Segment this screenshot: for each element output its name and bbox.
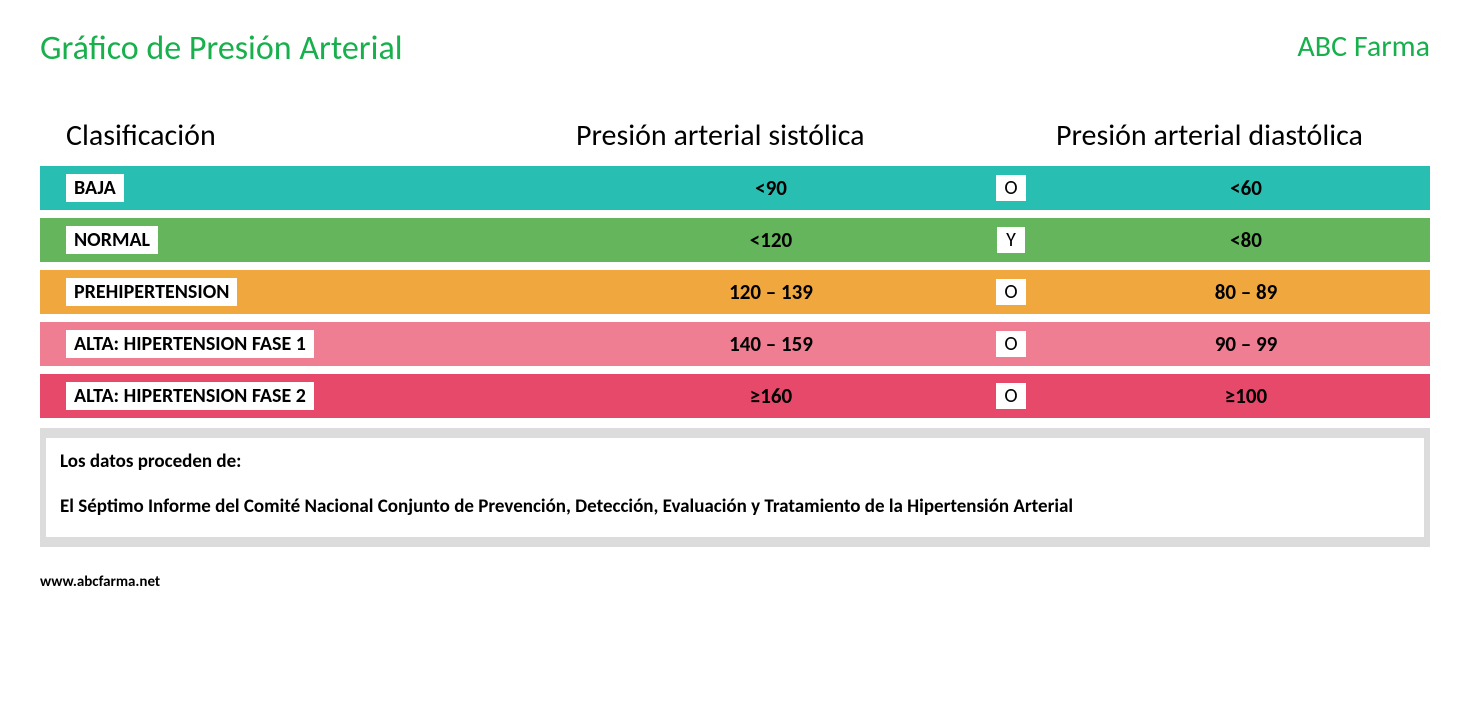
systolic-value: <90 bbox=[576, 175, 966, 201]
connector-chip: Y bbox=[997, 227, 1025, 253]
source-body: El Séptimo Informe del Comité Nacional C… bbox=[60, 495, 1410, 520]
footer-url: www.abcfarma.net bbox=[40, 573, 1430, 591]
classification-chip: NORMAL bbox=[66, 226, 158, 254]
classification-chip: ALTA: HIPERTENSION FASE 1 bbox=[66, 330, 314, 358]
col-header-systolic: Presión arterial sistólica bbox=[576, 119, 966, 154]
classification-chip: PREHIPERTENSION bbox=[66, 278, 237, 306]
table-row: NORMAL<120Y<80 bbox=[40, 218, 1430, 262]
classification-chip: ALTA: HIPERTENSION FASE 2 bbox=[66, 382, 314, 410]
systolic-value: 120 – 139 bbox=[576, 279, 966, 305]
source-inner: Los datos proceden de: El Séptimo Inform… bbox=[46, 438, 1424, 538]
table-row: PREHIPERTENSION120 – 139O80 – 89 bbox=[40, 270, 1430, 314]
col-header-classification: Clasificación bbox=[66, 119, 576, 154]
diastolic-value: <80 bbox=[1056, 227, 1436, 253]
connector-chip: O bbox=[996, 175, 1025, 201]
table-body: BAJA<90O<60NORMAL<120Y<80PREHIPERTENSION… bbox=[40, 166, 1430, 418]
table-row: ALTA: HIPERTENSION FASE 1140 – 159O90 – … bbox=[40, 322, 1430, 366]
diastolic-value: ≥100 bbox=[1056, 383, 1436, 409]
diastolic-value: <60 bbox=[1056, 175, 1436, 201]
connector-chip: O bbox=[996, 279, 1025, 305]
connector-chip: O bbox=[996, 383, 1025, 409]
col-header-diastolic: Presión arterial diastólica bbox=[1056, 119, 1436, 154]
table-row: BAJA<90O<60 bbox=[40, 166, 1430, 210]
page-title: Gráfico de Presión Arterial bbox=[40, 28, 403, 69]
brand-name: ABC Farma bbox=[1297, 28, 1430, 65]
classification-chip: BAJA bbox=[66, 174, 124, 202]
table-row: ALTA: HIPERTENSION FASE 2≥160O≥100 bbox=[40, 374, 1430, 418]
diastolic-value: 80 – 89 bbox=[1056, 279, 1436, 305]
systolic-value: <120 bbox=[576, 227, 966, 253]
diastolic-value: 90 – 99 bbox=[1056, 331, 1436, 357]
systolic-value: ≥160 bbox=[576, 383, 966, 409]
table-header-row: Clasificación Presión arterial sistólica… bbox=[40, 119, 1430, 166]
top-bar: Gráfico de Presión Arterial ABC Farma bbox=[40, 28, 1430, 69]
source-block: Los datos proceden de: El Séptimo Inform… bbox=[40, 428, 1430, 548]
connector-chip: O bbox=[996, 331, 1025, 357]
systolic-value: 140 – 159 bbox=[576, 331, 966, 357]
source-lead: Los datos proceden de: bbox=[60, 450, 1410, 473]
